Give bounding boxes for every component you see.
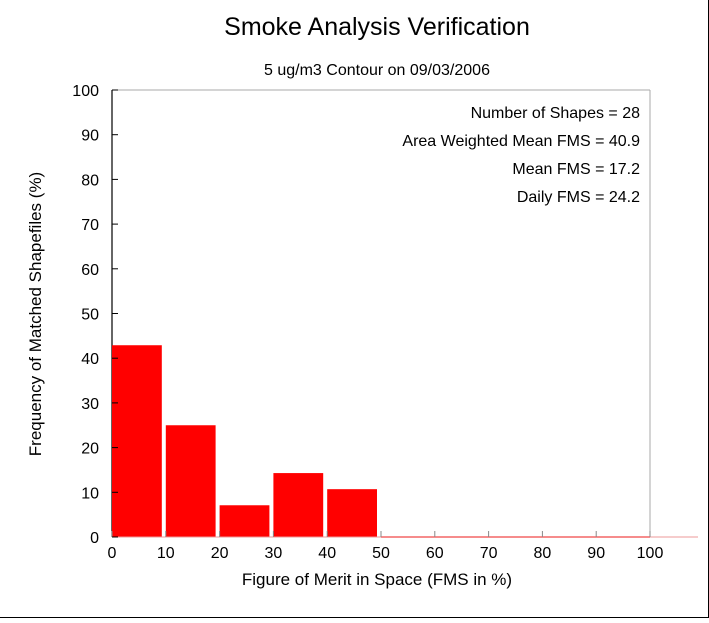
x-tick-label: 80 <box>534 545 552 562</box>
x-tick-label: 30 <box>265 545 283 562</box>
histogram-bar <box>327 489 377 537</box>
histogram-bar <box>112 345 162 537</box>
x-axis-label: Figure of Merit in Space (FMS in %) <box>242 570 512 589</box>
chart-title: Smoke Analysis Verification <box>224 13 530 41</box>
stat-daily-fms: Daily FMS = 24.2 <box>517 189 640 206</box>
y-tick-label: 100 <box>72 83 99 100</box>
y-tick-label: 70 <box>81 217 99 234</box>
x-tick-label: 60 <box>426 545 444 562</box>
stats-annotation: Number of Shapes = 28 Area Weighted Mean… <box>402 105 640 206</box>
chart-subtitle: 5 ug/m3 Contour on 09/03/2006 <box>264 62 490 79</box>
y-axis-label: Frequency of Matched Shapefiles (%) <box>26 172 45 456</box>
stat-area-weighted-mean-fms: Area Weighted Mean FMS = 40.9 <box>402 133 640 150</box>
y-tick-label: 40 <box>81 351 99 368</box>
histogram-bar <box>165 425 216 537</box>
x-tick-label: 50 <box>372 545 390 562</box>
x-tick-label: 0 <box>108 545 117 562</box>
x-tick-label: 10 <box>157 545 175 562</box>
x-tick-label: 70 <box>480 545 498 562</box>
x-tick-label: 20 <box>211 545 229 562</box>
x-tick-label: 90 <box>587 545 605 562</box>
y-tick-label: 10 <box>81 485 99 502</box>
stat-mean-fms: Mean FMS = 17.2 <box>512 161 640 178</box>
y-tick-label: 0 <box>90 530 99 547</box>
x-axis-ticks: 0 10 20 30 40 50 60 70 80 90 100 <box>108 531 664 562</box>
stat-number-of-shapes: Number of Shapes = 28 <box>471 105 641 122</box>
y-tick-label: 30 <box>81 396 99 413</box>
histogram-bar <box>273 473 324 537</box>
y-tick-label: 90 <box>81 128 99 145</box>
x-tick-label: 100 <box>637 545 664 562</box>
histogram-bar <box>219 505 270 537</box>
x-tick-label: 40 <box>318 545 336 562</box>
y-tick-label: 80 <box>81 172 99 189</box>
histogram-bars <box>112 345 698 538</box>
y-tick-label: 50 <box>81 307 99 324</box>
y-tick-label: 20 <box>81 441 99 458</box>
y-tick-label: 60 <box>81 262 99 279</box>
y-axis-ticks: 0 10 20 30 40 50 60 70 80 90 100 <box>72 83 118 547</box>
